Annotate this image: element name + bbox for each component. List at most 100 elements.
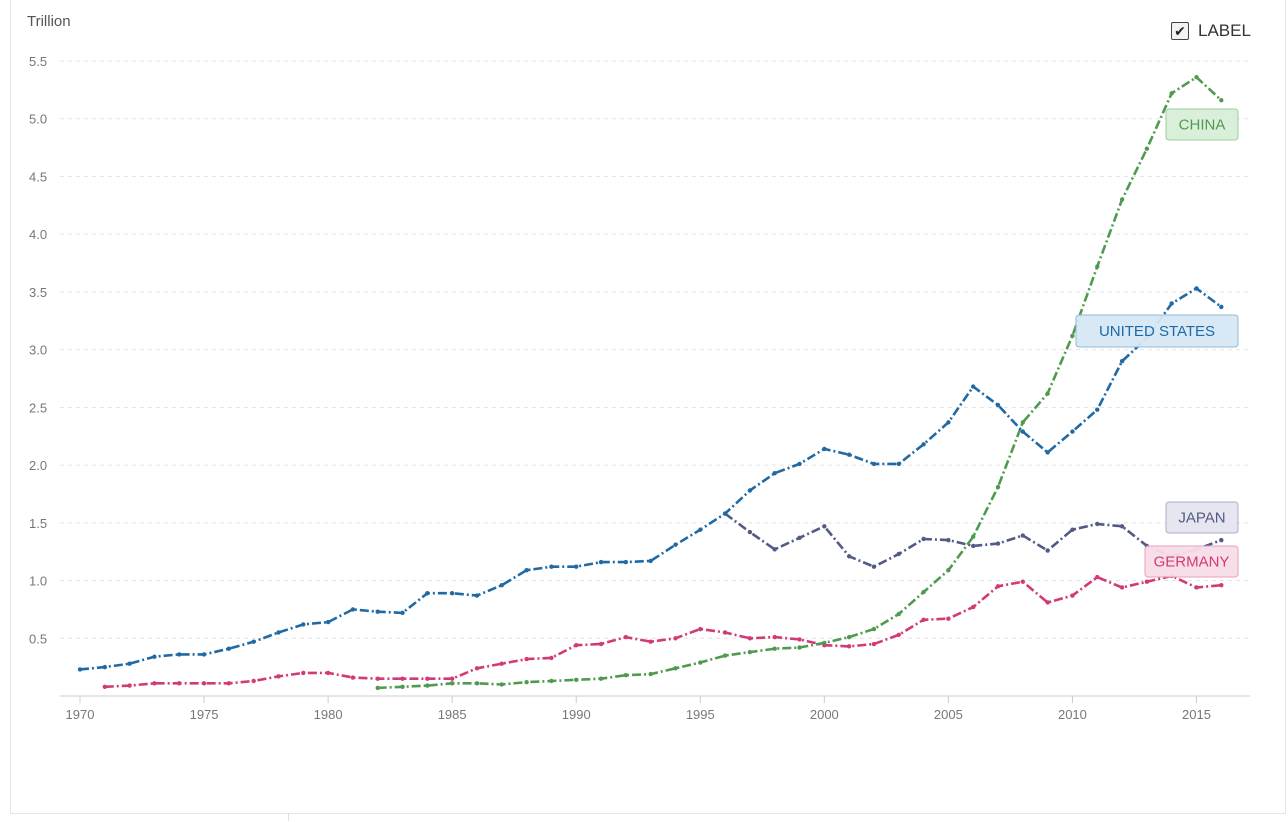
china-label-text: CHINA [1179,117,1226,134]
united-states-point [375,609,380,614]
germany-point [673,636,678,641]
x-tick-label: 2005 [934,707,963,722]
chart-panel [10,0,1286,814]
china-point [1119,197,1125,202]
united-states-point [1219,304,1224,310]
united-states-point [425,591,430,596]
united-states-point [1119,358,1125,364]
germany-point [747,636,753,641]
germany-point [971,604,976,610]
germany-point [574,643,579,648]
united-states-point [648,558,653,564]
china-point [1095,264,1100,269]
china-point [1169,91,1174,96]
germany-point [946,616,951,621]
y-tick-label: 3.0 [29,343,47,358]
germany-point [276,674,281,679]
y-tick-label: 3.5 [29,285,47,300]
y-tick-label: 0.5 [29,631,47,646]
china-point [673,666,678,671]
germany-point [549,655,554,661]
united-states-point [871,461,877,467]
germany-point [325,670,331,676]
united-states-point [499,582,504,588]
united-states-point [921,442,926,447]
united-states-point [226,646,232,651]
japan-label-box [1165,501,1239,534]
y-tick-label: 5.0 [29,112,47,127]
china-point [871,626,877,632]
x-axis-ticks: 1970 1975 1980 1985 1990 1995 2000 2005 2010 2015 [66,696,1211,722]
germany-point [846,644,852,649]
x-tick-label: 1970 [66,707,95,722]
united-states-point [747,488,753,493]
united-states-point [623,559,629,565]
germany-point [921,617,926,622]
germany-line [104,574,1222,689]
china-point [623,673,629,678]
grid-lines [60,60,1250,639]
united-states-point [201,652,207,657]
united-states-point [524,567,529,573]
china-label-box [1165,108,1239,141]
germany-point [995,584,1001,589]
germany-point [375,676,380,681]
china-point [946,567,951,573]
germany-point [524,656,529,662]
united-states-point [152,654,157,659]
china-point [995,484,1001,490]
united-states-point [102,664,108,670]
japan-point [822,524,827,529]
germany-point [1020,579,1026,584]
y-tick-label: 1.5 [29,516,47,531]
united-states-point [598,559,604,565]
china-point [449,681,455,686]
germany-point [301,670,306,676]
united-states-point [400,610,405,616]
japan-label: JAPAN [1165,501,1239,534]
y-axis-ticks: 0.5 1.0 1.5 2.0 2.5 3.0 3.5 4.0 4.5 5.0 5.5 [29,54,47,646]
united-states-point [325,619,331,625]
united-states-point [896,461,901,467]
united-states-point [474,593,480,598]
germany-point [1194,585,1199,590]
germany-point [1045,600,1050,605]
united-states-label-text: UNITED STATES [1099,323,1215,340]
germany-series [102,573,1224,689]
united-states-point [673,542,678,547]
germany-point [400,676,405,681]
china-point [797,645,802,650]
germany-label: GERMANY [1144,545,1239,578]
label-toggle[interactable]: ✔ LABEL [1171,21,1251,41]
united-states-point [574,564,579,569]
germany-point [350,675,356,680]
germany-point [896,632,901,638]
japan-series [722,511,1224,569]
united-states-point [946,420,951,425]
germany-point [201,681,207,686]
japan-line [724,512,1222,569]
china-series [375,74,1224,691]
germany-point [623,634,629,640]
japan-point [995,541,1001,546]
germany-point [1095,574,1100,580]
china-point [1045,391,1050,396]
united-states-point [177,652,182,657]
germany-point [474,666,480,671]
china-point [971,534,976,539]
china-point [722,653,728,658]
germany-point [177,681,182,686]
germany-point [698,626,703,632]
japan-point [1119,524,1125,529]
germany-point [871,641,877,647]
japan-point [1095,521,1100,527]
label-toggle-text: LABEL [1198,21,1251,40]
china-line [377,75,1223,690]
germany-point [226,681,232,686]
japan-point [971,543,976,549]
y-tick-label: 5.5 [29,54,47,69]
china-point [822,640,827,646]
label-checkbox[interactable]: ✔ [1171,22,1189,40]
united-states-point [1194,286,1199,291]
germany-point [127,683,132,688]
